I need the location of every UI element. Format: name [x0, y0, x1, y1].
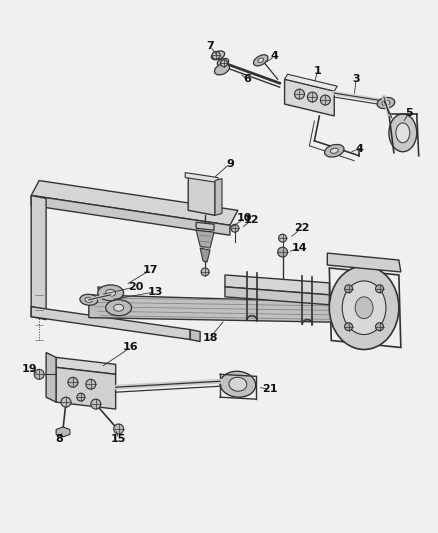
Circle shape: [294, 89, 304, 99]
Polygon shape: [98, 287, 127, 314]
Ellipse shape: [330, 148, 338, 154]
Polygon shape: [285, 74, 337, 91]
Polygon shape: [31, 196, 230, 235]
Text: 1: 1: [314, 66, 321, 76]
Text: 21: 21: [262, 384, 277, 394]
Circle shape: [201, 268, 209, 276]
Ellipse shape: [389, 114, 417, 152]
Ellipse shape: [254, 55, 268, 66]
Circle shape: [86, 379, 96, 389]
Polygon shape: [200, 248, 210, 262]
Text: 5: 5: [405, 108, 413, 118]
Ellipse shape: [329, 266, 399, 350]
Ellipse shape: [396, 123, 410, 143]
Ellipse shape: [220, 372, 256, 397]
Ellipse shape: [229, 377, 247, 391]
Ellipse shape: [258, 58, 264, 62]
Circle shape: [279, 234, 286, 242]
Ellipse shape: [355, 297, 373, 319]
Polygon shape: [56, 367, 116, 409]
Text: 7: 7: [206, 42, 214, 51]
Polygon shape: [185, 173, 218, 182]
Polygon shape: [31, 181, 238, 225]
Polygon shape: [89, 295, 359, 322]
Text: 4: 4: [271, 51, 279, 61]
Polygon shape: [31, 196, 46, 310]
Circle shape: [212, 51, 220, 59]
Text: 18: 18: [202, 333, 218, 343]
Polygon shape: [285, 79, 334, 116]
Ellipse shape: [377, 98, 395, 109]
Ellipse shape: [382, 101, 390, 106]
Text: 13: 13: [148, 287, 163, 297]
Polygon shape: [56, 427, 70, 437]
Ellipse shape: [325, 144, 344, 157]
Text: 12: 12: [244, 215, 260, 225]
Ellipse shape: [217, 59, 229, 66]
Text: 8: 8: [55, 434, 63, 444]
Circle shape: [68, 377, 78, 387]
Text: 16: 16: [123, 343, 138, 352]
Polygon shape: [31, 307, 190, 340]
Text: 4: 4: [355, 144, 363, 154]
Circle shape: [34, 369, 44, 379]
Polygon shape: [188, 175, 215, 215]
Text: 14: 14: [292, 243, 307, 253]
Circle shape: [345, 285, 353, 293]
Polygon shape: [215, 179, 222, 215]
Text: 20: 20: [128, 282, 143, 292]
Ellipse shape: [85, 297, 93, 302]
Text: 17: 17: [143, 265, 158, 275]
Ellipse shape: [342, 281, 386, 335]
Polygon shape: [190, 329, 200, 342]
Ellipse shape: [80, 294, 98, 305]
Circle shape: [61, 397, 71, 407]
Circle shape: [320, 95, 330, 105]
Ellipse shape: [106, 289, 116, 296]
Polygon shape: [56, 358, 116, 374]
Ellipse shape: [106, 300, 131, 316]
Circle shape: [231, 224, 239, 232]
Text: 3: 3: [352, 74, 360, 84]
Ellipse shape: [215, 63, 230, 75]
Ellipse shape: [98, 285, 124, 301]
Ellipse shape: [211, 51, 225, 60]
Text: 6: 6: [243, 74, 251, 84]
Text: 15: 15: [111, 434, 126, 444]
Polygon shape: [31, 307, 46, 320]
Circle shape: [91, 399, 101, 409]
Circle shape: [307, 92, 318, 102]
Polygon shape: [225, 287, 329, 305]
Polygon shape: [196, 222, 214, 230]
Circle shape: [375, 323, 384, 330]
Polygon shape: [196, 230, 214, 248]
Circle shape: [345, 323, 353, 330]
Text: 9: 9: [226, 159, 234, 168]
Circle shape: [375, 285, 384, 293]
Ellipse shape: [114, 304, 124, 311]
Text: 19: 19: [21, 365, 37, 374]
Circle shape: [77, 393, 85, 401]
Text: 22: 22: [294, 223, 309, 233]
Text: 10: 10: [237, 213, 253, 223]
Polygon shape: [327, 253, 401, 272]
Polygon shape: [225, 275, 329, 295]
Circle shape: [220, 60, 227, 67]
Circle shape: [278, 247, 288, 257]
Circle shape: [114, 424, 124, 434]
Polygon shape: [155, 300, 175, 314]
Polygon shape: [46, 352, 56, 402]
